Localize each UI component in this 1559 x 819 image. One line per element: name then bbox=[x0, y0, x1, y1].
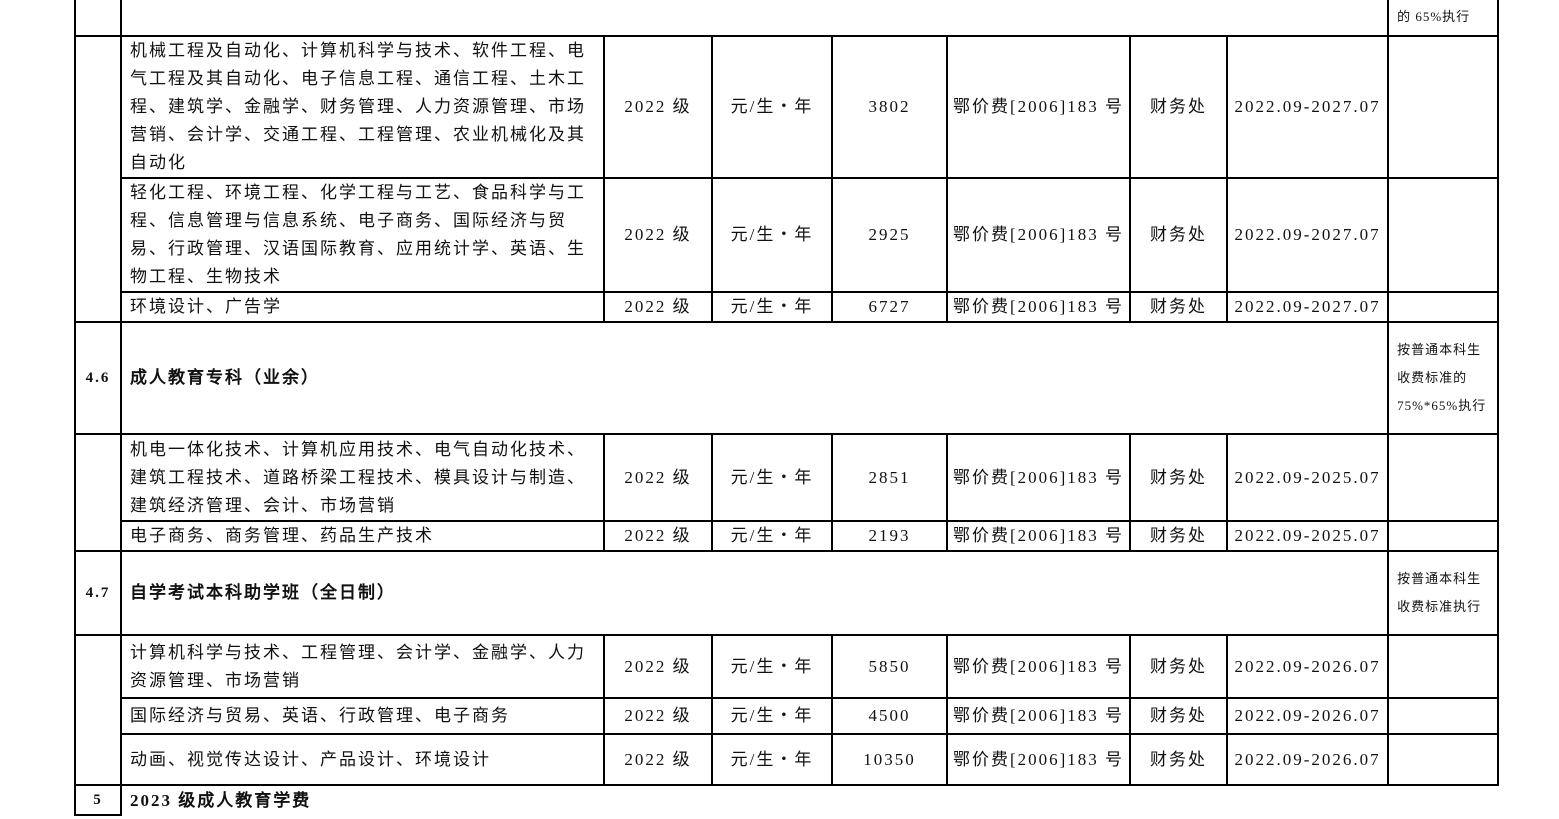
period-cell: 2022.09-2025.07 bbox=[1225, 433, 1390, 522]
grade-cell: 2022 级 bbox=[603, 697, 713, 735]
doc-cell: 鄂价费[2006]183 号 bbox=[946, 177, 1131, 293]
table-row: 计算机科学与技术、工程管理、会计学、金融学、人力资源管理、市场营销 2022 级… bbox=[74, 634, 1500, 786]
num-cell bbox=[74, 0, 122, 37]
dept-cell: 财务处 bbox=[1129, 634, 1228, 699]
num-cell bbox=[74, 433, 122, 552]
dept-cell: 财务处 bbox=[1129, 291, 1228, 323]
doc-cell: 鄂价费[2006]183 号 bbox=[946, 433, 1131, 522]
note-cell bbox=[1387, 520, 1500, 552]
amount-cell: 2851 bbox=[831, 433, 948, 522]
amount-cell: 2193 bbox=[831, 520, 948, 552]
table-row: 轻化工程、环境工程、化学工程与工艺、食品科学与工程、信息管理与信息系统、电子商务… bbox=[75, 177, 1500, 293]
majors-cell: 机械工程及自动化、计算机科学与技术、软件工程、电气工程及其自动化、电子信息工程、… bbox=[120, 35, 605, 179]
majors-cell: 轻化工程、环境工程、化学工程与工艺、食品科学与工程、信息管理与信息系统、电子商务… bbox=[120, 177, 605, 293]
section-number: 5 bbox=[74, 784, 122, 816]
num-cell bbox=[74, 634, 122, 786]
majors-cell: 机电一体化技术、计算机应用技术、电气自动化技术、建筑工程技术、道路桥梁工程技术、… bbox=[120, 433, 605, 522]
grade-cell: 2022 级 bbox=[603, 733, 713, 786]
amount-cell: 4500 bbox=[831, 697, 948, 735]
section-row: 5 2023 级成人教育学费 bbox=[74, 784, 1499, 816]
note-cell bbox=[1387, 697, 1500, 735]
majors-cell: 电子商务、商务管理、药品生产技术 bbox=[120, 520, 605, 552]
amount-cell: 3802 bbox=[831, 35, 948, 179]
section-row: 4.6 成人教育专科（业余） 按普通本科生收费标准的 75%*65%执行 bbox=[74, 321, 1500, 435]
unit-cell: 元/生・年 bbox=[711, 291, 833, 323]
table-row: 动画、视觉传达设计、产品设计、环境设计 2022 级 元/生・年 10350 鄂… bbox=[75, 733, 1500, 786]
majors-cell: 国际经济与贸易、英语、行政管理、电子商务 bbox=[120, 697, 605, 735]
num-cell bbox=[74, 35, 122, 323]
note-cell bbox=[1387, 433, 1500, 522]
doc-cell: 鄂价费[2006]183 号 bbox=[946, 733, 1131, 786]
dept-cell: 财务处 bbox=[1129, 433, 1228, 522]
dept-cell: 财务处 bbox=[1129, 733, 1228, 786]
grade-cell: 2022 级 bbox=[603, 433, 713, 522]
unit-cell: 元/生・年 bbox=[711, 520, 833, 552]
amount-cell: 10350 bbox=[831, 733, 948, 786]
section-title: 自学考试本科助学班（全日制） bbox=[119, 550, 1390, 636]
majors-cell: 动画、视觉传达设计、产品设计、环境设计 bbox=[120, 733, 605, 786]
unit-cell: 元/生・年 bbox=[711, 35, 833, 179]
doc-cell: 鄂价费[2006]183 号 bbox=[946, 697, 1131, 735]
doc-cell: 鄂价费[2006]183 号 bbox=[946, 520, 1131, 552]
grade-cell: 2022 级 bbox=[603, 35, 713, 179]
unit-cell: 元/生・年 bbox=[711, 697, 833, 735]
section-title: 成人教育专科（业余） bbox=[119, 321, 1390, 435]
unit-cell: 元/生・年 bbox=[711, 177, 833, 293]
section-number: 4.7 bbox=[74, 550, 122, 636]
grade-cell: 2022 级 bbox=[603, 177, 713, 293]
amount-cell: 6727 bbox=[831, 291, 948, 323]
dept-cell: 财务处 bbox=[1129, 520, 1228, 552]
period-cell: 2022.09-2027.07 bbox=[1225, 177, 1390, 293]
note-cell bbox=[1387, 733, 1500, 786]
period-cell: 2022.09-2027.07 bbox=[1225, 291, 1390, 323]
amount-cell: 5850 bbox=[831, 634, 948, 699]
amount-cell: 2925 bbox=[831, 177, 948, 293]
majors-cell: 计算机科学与技术、工程管理、会计学、金融学、人力资源管理、市场营销 bbox=[120, 634, 605, 699]
dept-cell: 财务处 bbox=[1129, 177, 1228, 293]
table-row: 机电一体化技术、计算机应用技术、电气自动化技术、建筑工程技术、道路桥梁工程技术、… bbox=[74, 433, 1500, 552]
period-cell: 2022.09-2026.07 bbox=[1225, 697, 1390, 735]
note-cell bbox=[1387, 35, 1500, 179]
grade-cell: 2022 级 bbox=[603, 291, 713, 323]
unit-cell: 元/生・年 bbox=[711, 433, 833, 522]
doc-cell: 鄂价费[2006]183 号 bbox=[946, 634, 1131, 699]
section-row: 4.7 自学考试本科助学班（全日制） 按普通本科生收费标准执行 bbox=[74, 550, 1500, 636]
doc-cell: 鄂价费[2006]183 号 bbox=[946, 291, 1131, 323]
majors-cell: 环境设计、广告学 bbox=[120, 291, 605, 323]
unit-cell: 元/生・年 bbox=[711, 634, 833, 699]
table-row: 机械工程及自动化、计算机科学与技术、软件工程、电气工程及其自动化、电子信息工程、… bbox=[74, 35, 1500, 323]
grade-cell: 2022 级 bbox=[603, 634, 713, 699]
section-title-cell bbox=[119, 0, 1390, 37]
period-cell: 2022.09-2026.07 bbox=[1225, 634, 1390, 699]
dept-cell: 财务处 bbox=[1129, 697, 1228, 735]
grade-cell: 2022 级 bbox=[603, 520, 713, 552]
note-cell: 按普通本科生收费标准的 75%*65%执行 bbox=[1387, 321, 1500, 435]
note-cell bbox=[1387, 177, 1500, 293]
table-row: 电子商务、商务管理、药品生产技术 2022 级 元/生・年 2193 鄂价费[2… bbox=[75, 520, 1500, 552]
note-cell: 按普通本科生收费标准执行 bbox=[1387, 550, 1500, 636]
table-row: 的 65%执行 bbox=[74, 0, 1500, 37]
dept-cell: 财务处 bbox=[1129, 35, 1228, 179]
unit-cell: 元/生・年 bbox=[711, 733, 833, 786]
note-cell: 的 65%执行 bbox=[1387, 0, 1500, 37]
period-cell: 2022.09-2025.07 bbox=[1225, 520, 1390, 552]
table-row: 国际经济与贸易、英语、行政管理、电子商务 2022 级 元/生・年 4500 鄂… bbox=[75, 697, 1500, 735]
doc-cell: 鄂价费[2006]183 号 bbox=[946, 35, 1131, 179]
period-cell: 2022.09-2026.07 bbox=[1225, 733, 1390, 786]
section-title: 2023 级成人教育学费 bbox=[119, 784, 1499, 815]
fee-table: 的 65%执行 机械工程及自动化、计算机科学与技术、软件工程、电气工程及其自动化… bbox=[74, 0, 1500, 816]
section-number: 4.6 bbox=[74, 321, 122, 435]
note-cell bbox=[1387, 634, 1500, 699]
table-row: 环境设计、广告学 2022 级 元/生・年 6727 鄂价费[2006]183 … bbox=[75, 291, 1500, 323]
note-cell bbox=[1387, 291, 1500, 323]
period-cell: 2022.09-2027.07 bbox=[1225, 35, 1390, 179]
